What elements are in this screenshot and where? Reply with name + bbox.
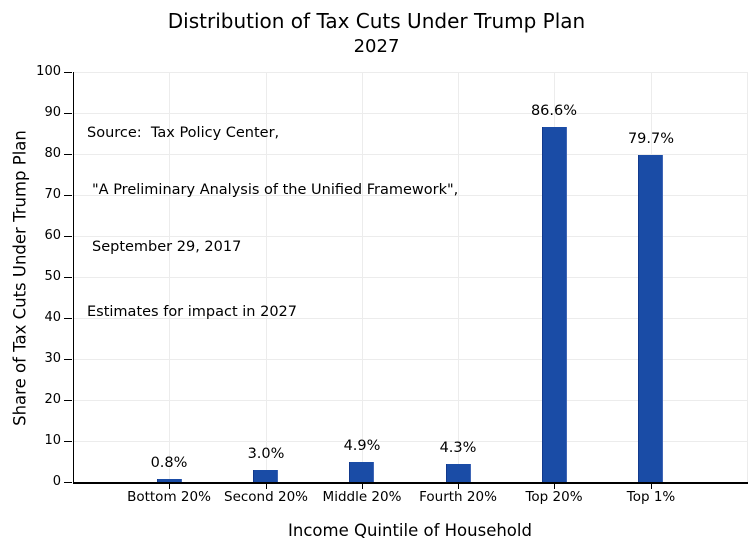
y-tick-label: 30 (44, 351, 61, 366)
y-tick-mark (64, 277, 72, 278)
vertical-gridline (747, 72, 748, 482)
horizontal-gridline (74, 153, 748, 155)
chart-title: Distribution of Tax Cuts Under Trump Pla… (167, 9, 586, 33)
bar (638, 155, 663, 482)
x-tick-label: Second 20% (224, 489, 308, 505)
x-tick-label: Middle 20% (322, 489, 402, 505)
source-line: Source: Tax Policy Center, (87, 125, 280, 141)
y-tick-label: 20 (44, 392, 61, 407)
source-line: Estimates for impact in 2027 (87, 304, 297, 320)
horizontal-gridline (74, 440, 748, 442)
bar-value-label: 4.3% (439, 440, 477, 456)
y-tick-mark (64, 400, 72, 401)
x-tick-label: Fourth 20% (419, 489, 497, 505)
bar (446, 464, 471, 482)
bar (349, 461, 374, 482)
x-tick-mark (169, 484, 170, 489)
bar-value-label: 79.7% (627, 131, 675, 147)
y-tick-mark (64, 72, 72, 73)
horizontal-gridline (74, 235, 748, 237)
horizontal-gridline (74, 317, 748, 319)
bar-value-label: 0.8% (150, 455, 188, 471)
source-note: Source: Tax Policy Center, "A Preliminar… (87, 86, 458, 360)
y-tick-mark (64, 195, 72, 196)
y-tick-label: 10 (44, 433, 61, 448)
y-tick-label: 70 (44, 187, 61, 202)
x-tick-label: Bottom 20% (127, 489, 211, 505)
bar-value-label: 4.9% (343, 438, 381, 454)
horizontal-gridline (74, 399, 748, 401)
bar-value-label: 86.6% (530, 103, 578, 119)
x-tick-label: Top 1% (626, 489, 676, 505)
x-tick-mark (458, 484, 459, 489)
chart-subtitle: 2027 (353, 36, 400, 57)
vertical-gridline (266, 72, 267, 482)
x-tick-mark (651, 484, 652, 489)
y-tick-mark (64, 236, 72, 237)
horizontal-gridline (74, 358, 748, 360)
y-tick-mark (64, 318, 72, 319)
y-tick-mark (64, 482, 72, 483)
y-tick-mark (64, 154, 72, 155)
y-tick-label: 90 (44, 105, 61, 120)
x-tick-label: Top 20% (525, 489, 583, 505)
y-tick-label: 100 (36, 64, 61, 79)
horizontal-gridline (74, 112, 748, 114)
bar (157, 478, 182, 482)
horizontal-gridline (74, 71, 748, 73)
source-line: September 29, 2017 (92, 239, 242, 255)
x-axis-title: Income Quintile of Household (288, 521, 532, 540)
bar (542, 126, 567, 482)
horizontal-gridline (74, 194, 748, 196)
y-tick-mark (64, 113, 72, 114)
y-tick-label: 40 (44, 310, 61, 325)
y-tick-mark (64, 359, 72, 360)
y-tick-label: 50 (44, 269, 61, 284)
bar-value-label: 3.0% (247, 446, 285, 462)
x-tick-mark (266, 484, 267, 489)
source-line: "A Preliminary Analysis of the Unified F… (92, 182, 459, 198)
y-tick-label: 0 (52, 474, 61, 489)
vertical-gridline (169, 72, 170, 482)
x-tick-mark (554, 484, 555, 489)
y-tick-label: 60 (44, 228, 61, 243)
x-tick-mark (362, 484, 363, 489)
horizontal-gridline (74, 276, 748, 278)
y-tick-label: 80 (44, 146, 61, 161)
vertical-gridline (362, 72, 363, 482)
vertical-gridline (458, 72, 459, 482)
y-tick-mark (64, 441, 72, 442)
bar (253, 469, 278, 482)
